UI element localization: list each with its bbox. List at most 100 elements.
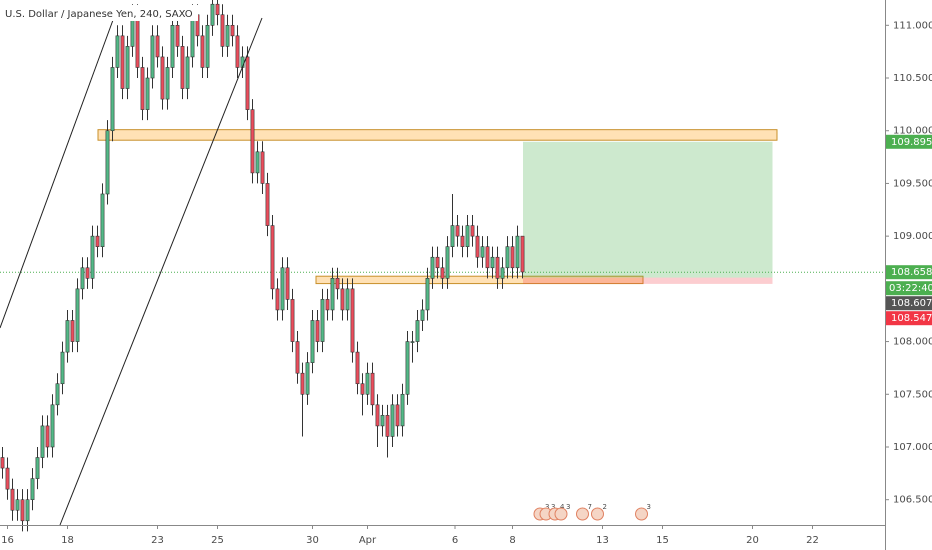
- candle-body: [125, 46, 130, 89]
- x-tick-label: 6: [452, 535, 458, 546]
- x-tick-label: 8: [509, 535, 515, 546]
- trend-line: [59, 17, 263, 526]
- candle-body: [165, 67, 170, 100]
- loss-area: [523, 277, 773, 284]
- candle-body: [425, 278, 430, 311]
- candle-body: [335, 278, 340, 290]
- countdown-bg: [886, 281, 932, 296]
- candle-body: [145, 77, 150, 110]
- candle-body: [85, 267, 90, 279]
- x-tick-label: 20: [746, 535, 759, 546]
- x-tick-label: 30: [306, 535, 319, 546]
- candle-body: [115, 35, 120, 68]
- event-count: 4: [560, 503, 565, 511]
- title-bg: [2, 5, 198, 21]
- candle-body: [45, 425, 50, 448]
- price-label-bg: [886, 134, 932, 149]
- trend-line: [0, 19, 114, 329]
- event-icon: [554, 507, 568, 521]
- profit-area: [523, 141, 773, 278]
- candle-body: [105, 130, 110, 195]
- y-tick-label: 109.000: [893, 231, 932, 242]
- candle-body: [5, 467, 10, 490]
- candle-body: [250, 109, 255, 174]
- candle-body: [390, 404, 395, 437]
- candle-body: [185, 56, 190, 89]
- candle-body: [500, 267, 505, 279]
- candle-body: [65, 320, 70, 353]
- candle-body: [290, 299, 295, 342]
- candle-body: [110, 67, 115, 132]
- candle-body: [295, 341, 300, 374]
- candle-body: [310, 320, 315, 363]
- candle-body: [40, 425, 45, 458]
- candle-body: [370, 372, 375, 406]
- candle-body: [375, 404, 380, 427]
- candle-body: [230, 25, 235, 37]
- x-tick-label: 16: [1, 535, 14, 546]
- candle-body: [380, 415, 385, 427]
- candle-body: [200, 35, 205, 68]
- event-count: 7: [588, 503, 592, 511]
- price-label: 108.607: [891, 298, 932, 309]
- candle-body: [50, 404, 55, 448]
- candle-body: [70, 320, 75, 342]
- candle-body: [170, 25, 175, 68]
- candle-body: [430, 256, 435, 279]
- zone: [315, 275, 644, 285]
- candle-body: [340, 288, 345, 311]
- price-label-bg: [886, 296, 932, 311]
- y-tick-label: 106.500: [893, 495, 932, 506]
- candle-body: [470, 225, 475, 237]
- candle-body: [450, 225, 455, 247]
- chart-title: U.S. Dollar / Japanese Yen, 240, SAXO: [5, 9, 193, 20]
- x-tick-label: 15: [656, 535, 669, 546]
- candle-body: [320, 299, 325, 342]
- candle-body: [260, 151, 265, 184]
- candle-body: [150, 35, 155, 79]
- candle-body: [400, 393, 405, 427]
- candle-body: [480, 246, 485, 258]
- candle-body: [510, 246, 515, 269]
- candle-body: [175, 25, 180, 47]
- candle-body: [345, 288, 350, 311]
- candle-body: [60, 351, 65, 385]
- candle-body: [160, 56, 165, 100]
- candle-body: [155, 35, 160, 58]
- candle-body: [140, 67, 145, 110]
- candle-body: [15, 499, 20, 511]
- x-tick-label: 23: [151, 535, 164, 546]
- candle-body: [270, 225, 275, 290]
- zone: [97, 129, 778, 141]
- candle-body: [265, 183, 270, 226]
- candle-body: [80, 267, 85, 290]
- countdown: 03:22:40: [889, 283, 932, 294]
- candle-body: [360, 383, 365, 395]
- candle-body: [25, 499, 30, 522]
- candle-body: [190, 14, 195, 58]
- candle-body: [355, 351, 360, 385]
- candle-body: [275, 288, 280, 311]
- price-label-bg: [886, 265, 932, 280]
- candle-body: [215, 3, 220, 16]
- x-tick-label: 22: [806, 535, 819, 546]
- candle-body: [455, 225, 460, 237]
- candle-body: [225, 25, 230, 47]
- candle-body: [10, 488, 15, 511]
- event-icon: [591, 507, 604, 521]
- candle-body: [95, 235, 100, 247]
- candle-body: [490, 256, 495, 269]
- event-count: 3: [647, 503, 651, 511]
- price-label-bg: [886, 311, 932, 326]
- event-icon: [576, 507, 589, 521]
- candle-body: [245, 56, 250, 110]
- price-label: 108.658: [891, 267, 932, 278]
- candle-body: [35, 457, 40, 479]
- x-tick-label: 25: [211, 535, 224, 546]
- candle-body: [120, 35, 125, 89]
- event-count: 3: [545, 503, 549, 511]
- candle-body: [330, 278, 335, 311]
- candle-body: [100, 193, 105, 247]
